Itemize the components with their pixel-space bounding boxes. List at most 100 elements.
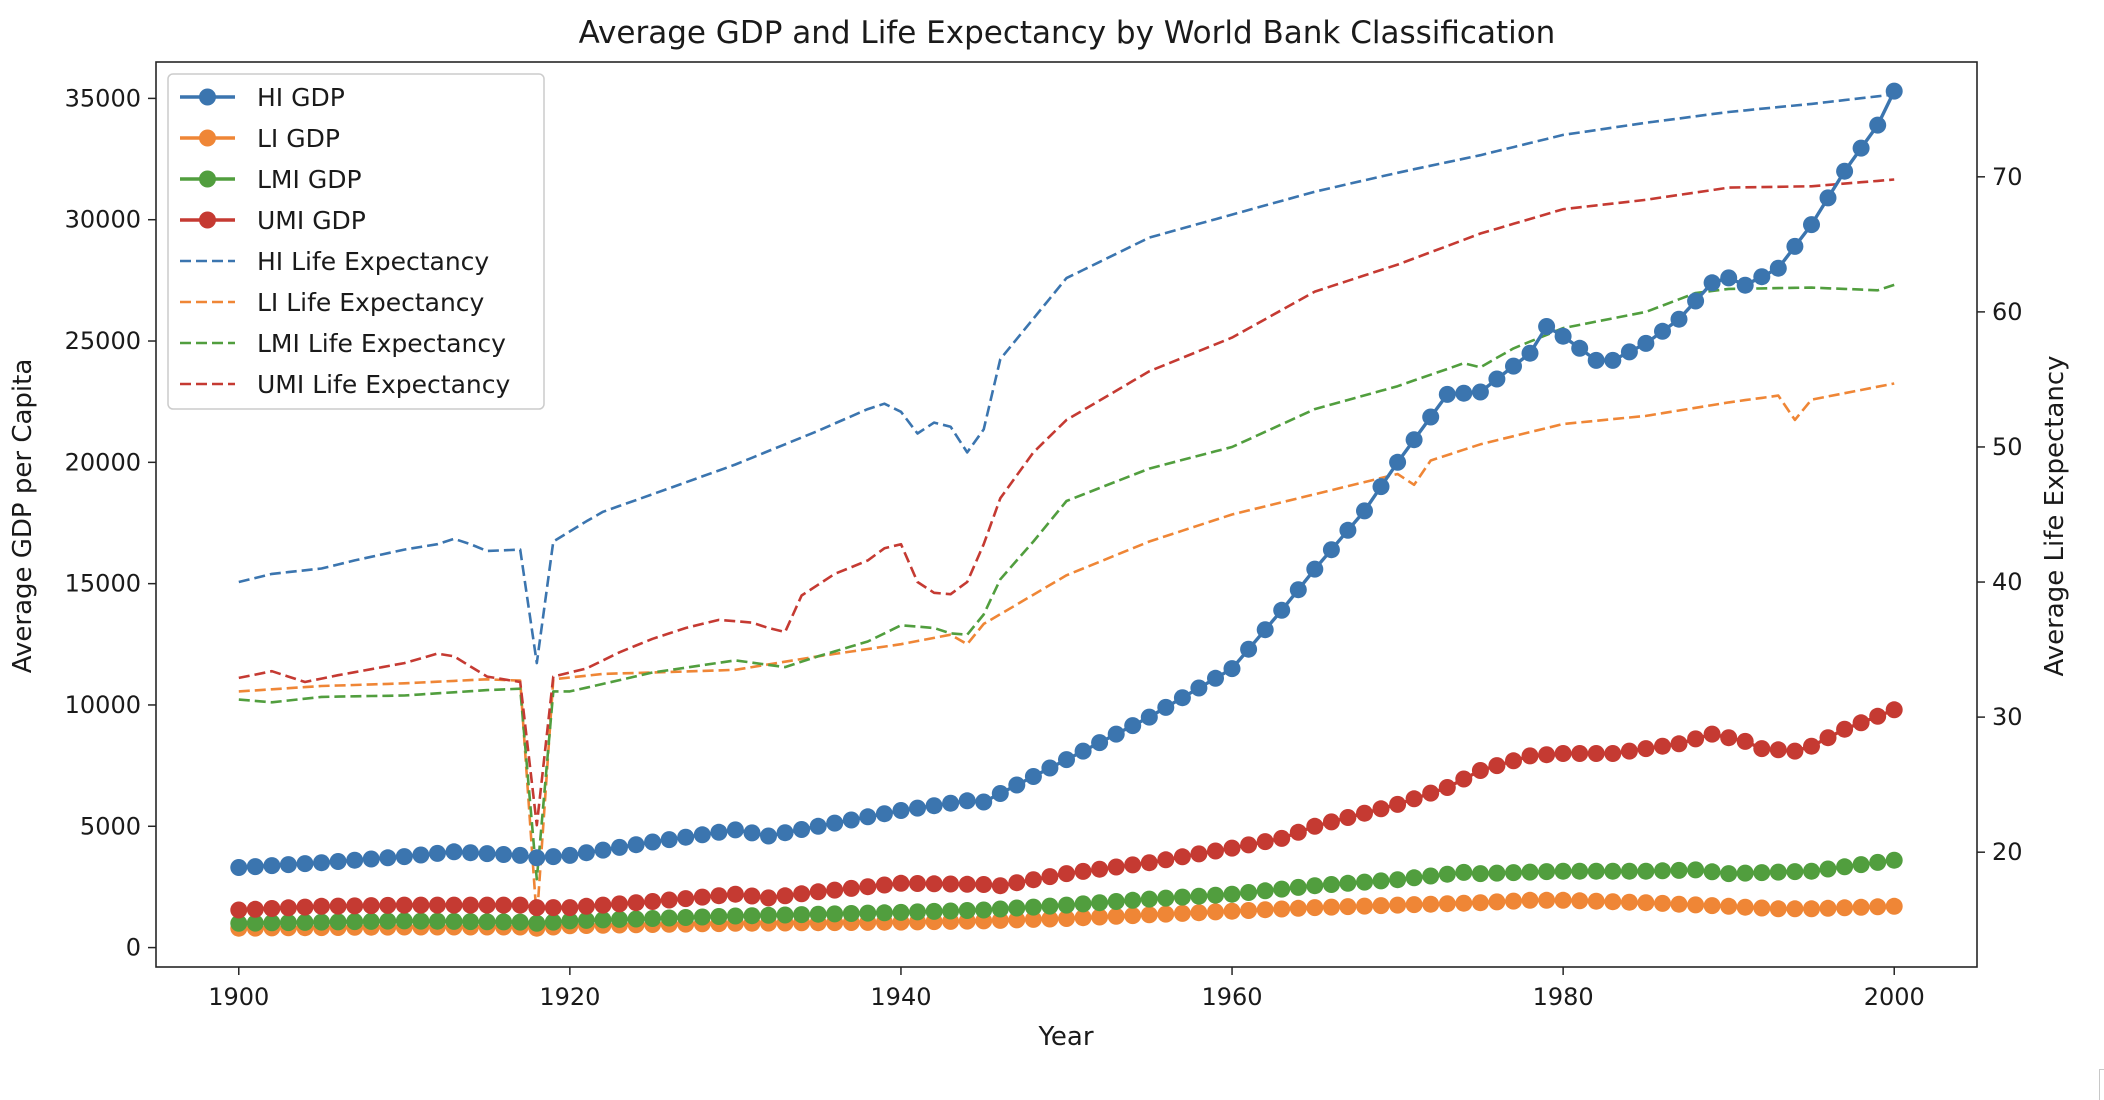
data-point-lmi-gdp — [776, 906, 794, 924]
y2-tick-label: 60 — [1992, 298, 2023, 326]
data-point-hi-gdp — [1753, 268, 1771, 286]
data-point-umi-gdp — [346, 897, 364, 915]
data-point-hi-gdp — [1322, 541, 1340, 559]
data-point-umi-gdp — [379, 896, 397, 914]
data-point-lmi-gdp — [379, 912, 397, 930]
data-point-li-gdp — [1190, 904, 1208, 922]
data-point-umi-gdp — [495, 896, 513, 914]
data-point-li-gdp — [1554, 891, 1572, 909]
legend-item-hi-gdp: HI GDP — [180, 83, 345, 112]
data-point-hi-gdp — [1852, 139, 1870, 157]
data-point-lmi-gdp — [627, 910, 645, 928]
data-point-hi-gdp — [1091, 734, 1109, 752]
data-point-umi-gdp — [793, 885, 811, 903]
data-point-lmi-gdp — [1024, 898, 1042, 916]
data-point-lmi-gdp — [313, 913, 330, 931]
data-point-li-gdp — [1405, 896, 1423, 914]
y2-tick-label: 20 — [1992, 838, 2023, 866]
data-point-li-gdp — [1422, 895, 1440, 913]
data-point-lmi-gdp — [1852, 856, 1870, 874]
data-point-umi-gdp — [892, 874, 910, 892]
data-point-hi-gdp — [611, 838, 628, 856]
data-point-umi-gdp — [230, 901, 248, 919]
data-point-hi-gdp — [1207, 669, 1224, 687]
data-point-lmi-gdp — [611, 910, 628, 928]
y-tick-label: 35000 — [65, 84, 141, 112]
y2-tick-label: 30 — [1992, 703, 2023, 731]
legend-swatch-marker — [199, 211, 216, 229]
data-point-umi-gdp — [1273, 829, 1291, 847]
data-point-hi-gdp — [478, 845, 496, 863]
data-point-li-gdp — [1356, 897, 1373, 915]
data-point-lmi-gdp — [1273, 880, 1291, 898]
data-point-hi-gdp — [395, 848, 413, 866]
data-point-lmi-gdp — [793, 906, 811, 924]
data-point-umi-gdp — [1306, 817, 1324, 835]
data-point-umi-gdp — [561, 899, 579, 917]
data-point-lmi-gdp — [1703, 863, 1721, 881]
data-point-umi-gdp — [279, 899, 297, 917]
data-point-hi-gdp — [246, 858, 264, 876]
data-point-umi-gdp — [809, 883, 827, 901]
data-point-umi-gdp — [1289, 823, 1307, 841]
data-point-lmi-gdp — [1107, 893, 1125, 910]
data-point-hi-gdp — [561, 846, 579, 864]
data-point-hi-gdp — [230, 859, 248, 876]
data-point-lmi-gdp — [462, 913, 479, 931]
data-point-umi-gdp — [1703, 725, 1721, 743]
data-point-hi-gdp — [1637, 334, 1655, 352]
data-point-lmi-gdp — [445, 912, 463, 930]
data-point-li-gdp — [1819, 899, 1837, 917]
legend-label: LMI GDP — [257, 165, 362, 194]
data-point-umi-gdp — [611, 895, 628, 913]
data-point-hi-gdp — [1273, 601, 1291, 619]
data-point-lmi-gdp — [693, 908, 711, 926]
data-point-umi-gdp — [1074, 862, 1092, 880]
data-point-lmi-gdp — [1885, 851, 1903, 869]
data-point-li-gdp — [1339, 898, 1357, 916]
data-point-li-gdp — [1471, 894, 1489, 912]
data-point-umi-gdp — [1471, 762, 1489, 779]
legend-label: HI GDP — [257, 83, 345, 112]
data-point-lmi-gdp — [1256, 882, 1274, 900]
data-point-umi-gdp — [1157, 851, 1175, 869]
x-tick-label: 1920 — [539, 983, 600, 1011]
data-point-umi-gdp — [726, 885, 744, 903]
series-markers-lmi-gdp — [230, 851, 1903, 932]
legend-item-umi-gdp: UMI GDP — [180, 206, 366, 235]
data-point-lmi-gdp — [1422, 867, 1440, 885]
data-point-li-gdp — [1438, 895, 1456, 913]
data-point-lmi-gdp — [1074, 895, 1092, 913]
data-point-li-gdp — [1074, 909, 1092, 927]
data-point-umi-gdp — [975, 876, 993, 893]
legend-item-li-life-expectancy: LI Life Expectancy — [180, 288, 485, 317]
data-point-lmi-gdp — [1173, 888, 1191, 906]
data-point-lmi-gdp — [1190, 887, 1208, 905]
data-point-hi-gdp — [495, 846, 513, 863]
data-point-lmi-gdp — [1240, 884, 1258, 901]
data-point-hi-gdp — [1554, 327, 1572, 345]
legend-item-li-gdp: LI GDP — [180, 124, 340, 153]
data-point-lmi-gdp — [892, 903, 910, 921]
data-point-li-gdp — [1124, 907, 1142, 925]
data-point-lmi-gdp — [1389, 871, 1407, 889]
data-point-lmi-gdp — [1720, 865, 1738, 883]
data-point-hi-gdp — [329, 853, 347, 870]
data-point-li-gdp — [1885, 897, 1903, 915]
data-point-li-gdp — [1587, 892, 1605, 910]
data-point-umi-gdp — [1339, 809, 1357, 826]
data-point-li-gdp — [1852, 898, 1870, 916]
data-point-lmi-gdp — [1041, 897, 1059, 915]
data-point-lmi-gdp — [925, 902, 943, 920]
data-point-lmi-gdp — [1869, 853, 1887, 871]
data-point-li-gdp — [1753, 899, 1771, 917]
data-point-umi-gdp — [1140, 854, 1158, 872]
data-point-hi-gdp — [743, 824, 761, 842]
data-point-hi-gdp — [909, 799, 926, 817]
data-point-li-gdp — [1521, 891, 1539, 909]
legend-label: LI GDP — [257, 124, 340, 153]
data-point-lmi-gdp — [428, 912, 446, 930]
data-point-umi-gdp — [1041, 868, 1059, 886]
data-point-li-gdp — [1207, 903, 1224, 921]
data-point-lmi-gdp — [1372, 872, 1390, 890]
